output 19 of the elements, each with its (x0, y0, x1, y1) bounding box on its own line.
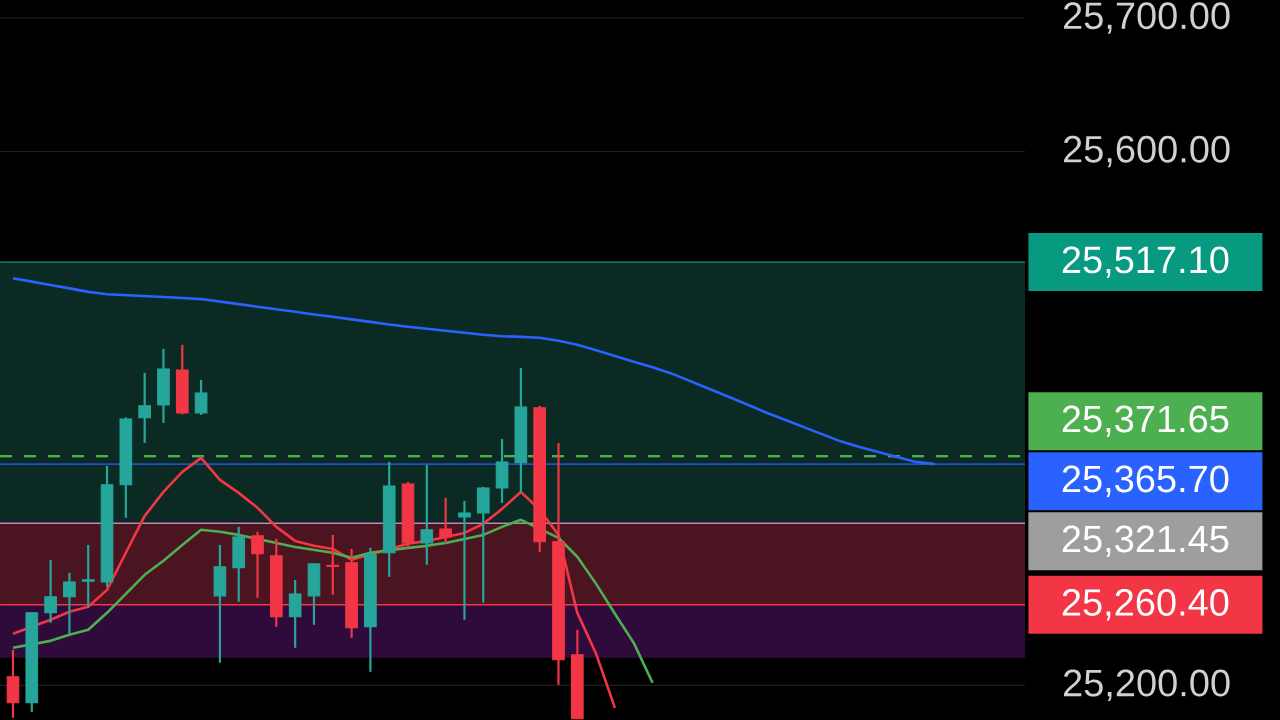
candlestick (420, 463, 434, 566)
y-tick-label: 25,600.00 (1063, 135, 1230, 168)
candlestick (138, 371, 151, 445)
ref-line-label: 25,517.10 (1062, 246, 1229, 278)
ref-line-label: 25,260.40 (1062, 588, 1229, 621)
y-tick-label: 25,200.00 (1063, 669, 1230, 701)
candlestick (194, 378, 208, 417)
candlestick (458, 499, 471, 621)
candlestick (251, 530, 264, 599)
ref-line-label: 25,365.70 (1062, 465, 1229, 497)
candlestick (288, 578, 302, 649)
candlestick (326, 533, 340, 596)
candlestick (44, 558, 57, 624)
candlestick (63, 571, 76, 636)
candlestick (81, 543, 95, 608)
y-tick-label: 25,700.00 (1063, 2, 1230, 34)
candlestick (439, 496, 452, 544)
ref-line-label: 25,321.45 (1062, 525, 1229, 557)
ref-line-label: 25,371.65 (1062, 405, 1229, 437)
